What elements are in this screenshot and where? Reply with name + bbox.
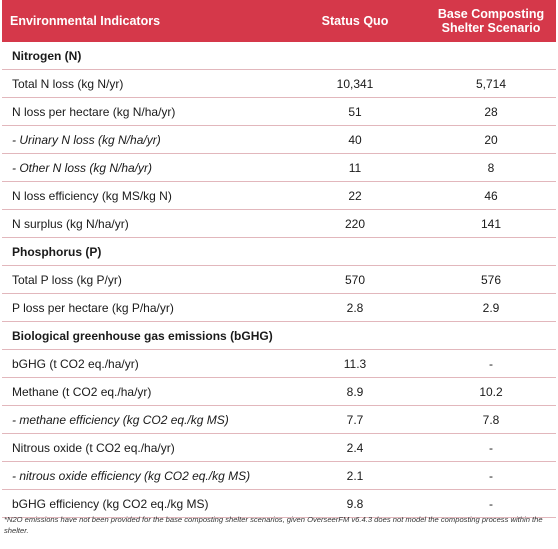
table-header-row: Environmental Indicators Status Quo Base… [2, 0, 556, 42]
status-quo-cell: 8.9 [284, 377, 426, 406]
indicator-cell: bGHG (t CO2 eq./ha/yr) [2, 349, 284, 378]
indicator-cell: - nitrous oxide efficiency (kg CO2 eq./k… [2, 461, 284, 490]
base-composting-cell: 8 [426, 153, 556, 182]
status-quo-cell: 2.4 [284, 433, 426, 462]
base-composting-cell: - [426, 349, 556, 378]
table-row: N loss per hectare (kg N/ha/yr) 51 28 [2, 97, 556, 126]
base-composting-cell: - [426, 433, 556, 462]
base-composting-cell: 28 [426, 97, 556, 126]
indicator-cell: Phosphorus (P) [2, 237, 284, 266]
table-row: - nitrous oxide efficiency (kg CO2 eq./k… [2, 461, 556, 490]
status-quo-cell: 2.8 [284, 293, 426, 322]
status-quo-cell: 11.3 [284, 349, 426, 378]
indicator-cell: Biological greenhouse gas emissions (bGH… [2, 321, 284, 350]
base-composting-cell: 576 [426, 265, 556, 294]
status-quo-cell: 11 [284, 153, 426, 182]
status-quo-cell: 9.8 [284, 489, 426, 518]
table-row: P loss per hectare (kg P/ha/yr) 2.8 2.9 [2, 293, 556, 322]
table-row: - Other N loss (kg N/ha/yr) 11 8 [2, 153, 556, 182]
status-quo-cell: 51 [284, 97, 426, 126]
status-quo-cell [284, 237, 426, 266]
base-composting-cell: 2.9 [426, 293, 556, 322]
indicator-cell: Nitrogen (N) [2, 42, 284, 70]
indicator-cell: N loss per hectare (kg N/ha/yr) [2, 97, 284, 126]
section-header-row: Biological greenhouse gas emissions (bGH… [2, 321, 556, 350]
status-quo-cell: 10,341 [284, 69, 426, 98]
status-quo-cell [284, 321, 426, 350]
header-base-composting-line1: Base Composting [437, 7, 545, 21]
base-composting-cell: 10.2 [426, 377, 556, 406]
table-row: N surplus (kg N/ha/yr) 220 141 [2, 209, 556, 238]
footnote: *N2O emissions have not been provided fo… [4, 515, 543, 535]
indicator-cell: bGHG efficiency (kg CO2 eq./kg MS) [2, 489, 284, 518]
header-base-composting: Base Composting Shelter Scenario [426, 0, 556, 42]
base-composting-cell [426, 42, 556, 70]
indicator-cell: P loss per hectare (kg P/ha/yr) [2, 293, 284, 322]
base-composting-cell: 7.8 [426, 405, 556, 434]
table-body: Nitrogen (N) Total N loss (kg N/yr) 10,341… [2, 42, 556, 518]
base-composting-cell: 5,714 [426, 69, 556, 98]
indicator-cell: - methane efficiency (kg CO2 eq./kg MS) [2, 405, 284, 434]
table-row: Methane (t CO2 eq./ha/yr) 8.9 10.2 [2, 377, 556, 406]
indicator-cell: - Urinary N loss (kg N/ha/yr) [2, 125, 284, 154]
base-composting-cell: 20 [426, 125, 556, 154]
base-composting-cell [426, 237, 556, 266]
status-quo-cell: 570 [284, 265, 426, 294]
table-row: bGHG (t CO2 eq./ha/yr) 11.3- [2, 349, 556, 378]
table-row: bGHG efficiency (kg CO2 eq./kg MS) 9.8- [2, 489, 556, 518]
table-row: - methane efficiency (kg CO2 eq./kg MS) 7… [2, 405, 556, 434]
indicator-cell: Total N loss (kg N/yr) [2, 69, 284, 98]
header-status-quo: Status Quo [321, 14, 389, 28]
table-row: Total N loss (kg N/yr) 10,341 5,714 [2, 69, 556, 98]
header-indicators: Environmental Indicators [10, 14, 161, 28]
base-composting-cell [426, 321, 556, 350]
table-row: Nitrous oxide (t CO2 eq./ha/yr) 2.4- [2, 433, 556, 462]
table-row: Total P loss (kg P/yr) 570 576 [2, 265, 556, 294]
status-quo-cell: 220 [284, 209, 426, 238]
table-row: - Urinary N loss (kg N/ha/yr) 40 20 [2, 125, 556, 154]
indicator-cell: Nitrous oxide (t CO2 eq./ha/yr) [2, 433, 284, 462]
indicator-cell: Methane (t CO2 eq./ha/yr) [2, 377, 284, 406]
base-composting-cell: 46 [426, 181, 556, 210]
base-composting-cell: - [426, 461, 556, 490]
section-header-row: Nitrogen (N) [2, 42, 556, 70]
table-row: N loss efficiency (kg MS/kg N) 22 46 [2, 181, 556, 210]
indicator-cell: N loss efficiency (kg MS/kg N) [2, 181, 284, 210]
status-quo-cell: 22 [284, 181, 426, 210]
indicator-cell: N surplus (kg N/ha/yr) [2, 209, 284, 238]
indicator-cell: Total P loss (kg P/yr) [2, 265, 284, 294]
base-composting-cell: - [426, 489, 556, 518]
indicator-cell: - Other N loss (kg N/ha/yr) [2, 153, 284, 182]
status-quo-cell: 2.1 [284, 461, 426, 490]
status-quo-cell [284, 42, 426, 70]
base-composting-cell: 141 [426, 209, 556, 238]
status-quo-cell: 7.7 [284, 405, 426, 434]
environmental-indicators-table: Environmental Indicators Status Quo Base… [2, 0, 556, 518]
section-header-row: Phosphorus (P) [2, 237, 556, 266]
status-quo-cell: 40 [284, 125, 426, 154]
header-base-composting-line2: Shelter Scenario [441, 21, 541, 35]
